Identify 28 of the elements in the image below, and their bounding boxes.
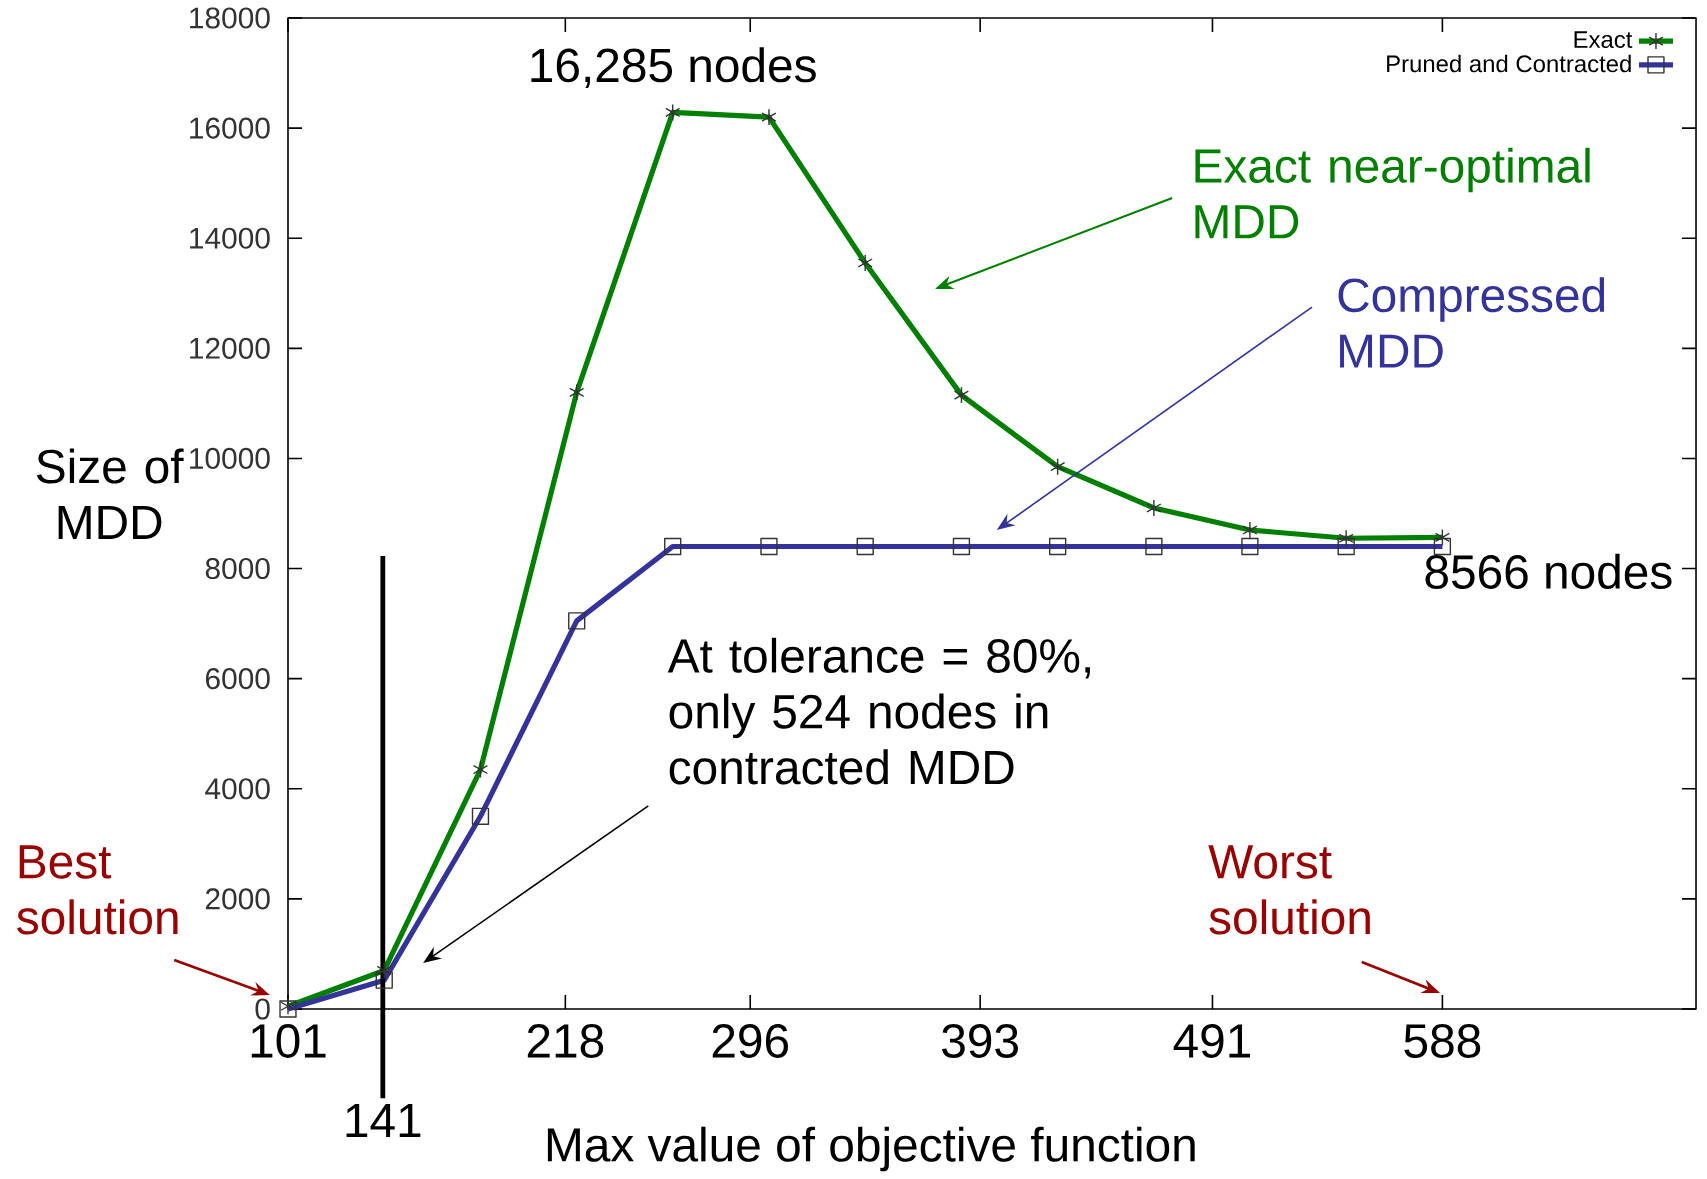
x-tick-label: 101: [251, 1024, 326, 1058]
y-tick-label: 2000: [205, 888, 270, 910]
legend-label: Pruned and Contracted: [1387, 54, 1631, 73]
x-tick-label: 296: [712, 1024, 789, 1058]
ref-line-label: 141: [346, 1104, 421, 1137]
annotation: Worst solution: [1208, 845, 1370, 935]
annotation: At tolerance = 80%, only 524 nodes in contracted MDD: [667, 637, 1090, 785]
x-tick-label: 218: [527, 1024, 604, 1058]
x-tick-label: 393: [942, 1024, 1018, 1058]
y-tick-label: 10000: [190, 447, 270, 470]
annotation: Exact near-optimal MDD: [1195, 147, 1590, 239]
annotation: Compressed MDD: [1338, 277, 1605, 368]
y-tick-label: 6000: [206, 668, 270, 690]
y-tick-label: 14000: [190, 227, 270, 249]
y-tick-label: 4000: [205, 778, 270, 800]
annotation: 8566 nodes: [1425, 553, 1672, 589]
y-tick-label: 12000: [190, 337, 270, 359]
y-tick-label: 8000: [205, 557, 270, 580]
annotation: 16,285 nodes: [531, 47, 816, 89]
x-tick-label: 588: [1404, 1024, 1481, 1058]
y-tick-label: 18000: [190, 7, 270, 29]
x-tick-label: 491: [1173, 1024, 1250, 1058]
y-tick-label: 0: [255, 998, 270, 1020]
legend-label: Exact: [1574, 31, 1633, 48]
y-axis-title: Size of MDD: [36, 448, 184, 539]
x-axis-title: Max value of objective function: [547, 1126, 1195, 1172]
annotation: Best solution: [17, 845, 178, 935]
y-tick-label: 16000: [190, 117, 270, 139]
